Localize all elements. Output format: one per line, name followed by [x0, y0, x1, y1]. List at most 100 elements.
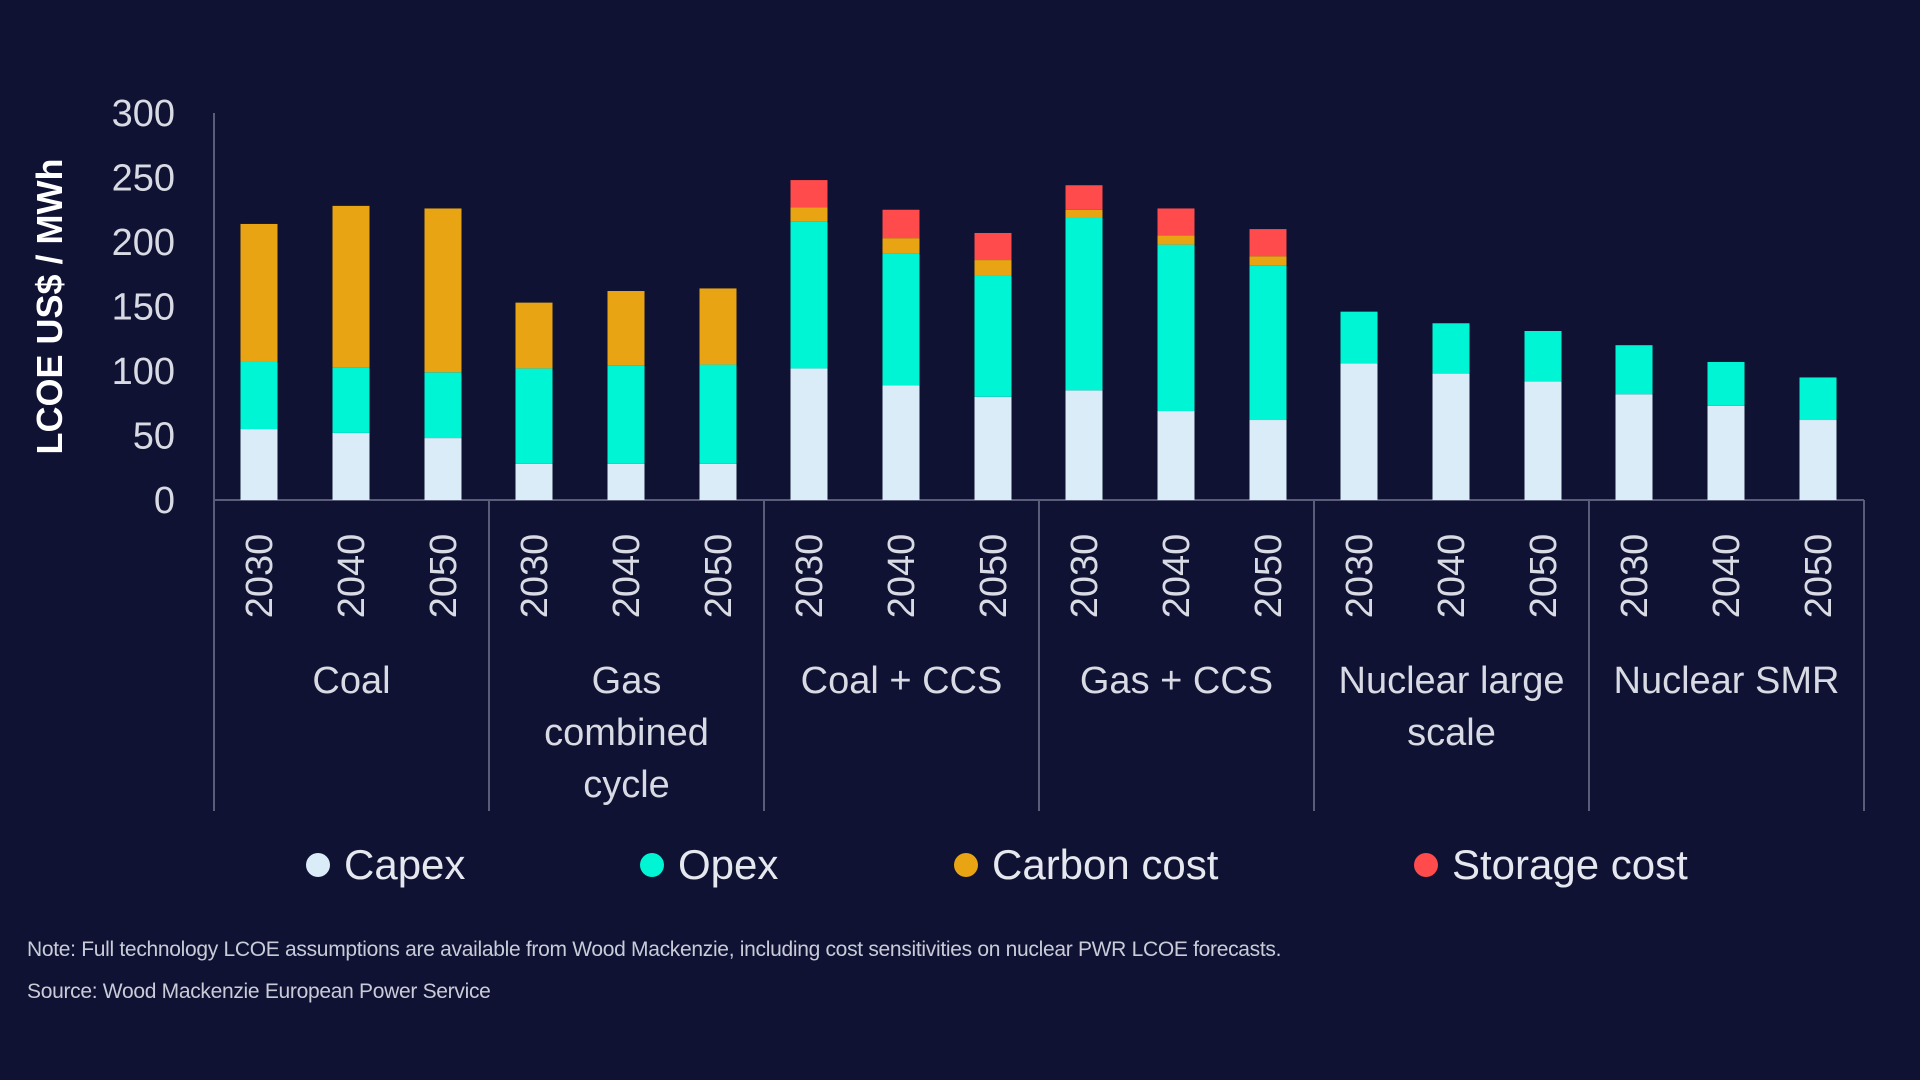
bar-segment-opex [332, 367, 370, 433]
bar-segment-storage-cost [974, 232, 1012, 261]
y-tick-label: 150 [112, 287, 175, 329]
x-group-label: Coal [312, 660, 390, 702]
bar-segment-carbon-cost [1249, 256, 1287, 266]
x-tick-label-year: 2050 [1523, 534, 1565, 619]
x-tick-label-year: 2030 [514, 534, 556, 619]
bar-segment-carbon-cost [607, 291, 645, 366]
bar-segment-storage-cost [882, 209, 920, 239]
bar-segment-capex [607, 463, 645, 500]
bar-segment-capex [332, 432, 370, 500]
bar-segment-carbon-cost [790, 207, 828, 222]
y-tick-label: 50 [133, 416, 175, 458]
legend-marker-storage-cost [1414, 853, 1438, 877]
x-group-label: cycle [583, 764, 670, 806]
bar-segment-opex [699, 364, 737, 464]
x-tick-label-year: 2030 [789, 534, 831, 619]
bar-segment-opex [607, 365, 645, 464]
bar-segment-capex [882, 385, 920, 500]
bar-segment-storage-cost [790, 180, 828, 208]
x-tick-label-year: 2050 [423, 534, 465, 619]
x-tick-label-year: 2050 [973, 534, 1015, 619]
bar-segment-capex [1615, 394, 1653, 500]
bar-segment-opex [882, 253, 920, 386]
bar-segment-capex [699, 463, 737, 500]
bar-segment-opex [1615, 345, 1653, 395]
x-tick-label-year: 2030 [1064, 534, 1106, 619]
x-group-label: Coal + CCS [801, 660, 1003, 702]
x-tick-label-year: 2030 [1614, 534, 1656, 619]
bar-segment-opex [1524, 331, 1562, 382]
x-group-label: combined [544, 712, 709, 754]
bar-segment-capex [1799, 420, 1837, 500]
x-tick-label-year: 2040 [881, 534, 923, 619]
bar-segment-storage-cost [1249, 229, 1287, 257]
legend-label: Storage cost [1452, 841, 1688, 888]
bar-segment-opex [1249, 265, 1287, 421]
legend-marker-capex [306, 853, 330, 877]
bar-segment-opex [1340, 311, 1378, 364]
x-group-label: Nuclear SMR [1614, 660, 1840, 702]
bar-segment-opex [790, 221, 828, 369]
bar-segment-capex [1707, 405, 1745, 500]
x-tick-label-year: 2050 [1248, 534, 1290, 619]
legend-label: Capex [344, 841, 465, 888]
bar-segment-capex [1432, 373, 1470, 500]
chart-note: Note: Full technology LCOE assumptions a… [27, 938, 1282, 961]
x-tick-label-year: 2030 [1339, 534, 1381, 619]
bar-segment-capex [240, 429, 278, 500]
y-tick-label: 0 [154, 480, 175, 522]
x-tick-label-year: 2040 [331, 534, 373, 619]
legend-marker-carbon-cost [954, 853, 978, 877]
bar-segment-opex [1707, 361, 1745, 406]
legend-label: Carbon cost [992, 841, 1219, 888]
bar-segment-capex [1524, 381, 1562, 500]
y-tick-label: 300 [112, 93, 175, 135]
bar-segment-carbon-cost [974, 260, 1012, 276]
x-group-label: Nuclear large [1339, 660, 1565, 702]
x-tick-label-year: 2040 [1156, 534, 1198, 619]
bar-segment-opex [974, 275, 1012, 397]
y-axis-title: LCOE US$ / MWh [29, 159, 70, 455]
bar-segment-capex [1340, 363, 1378, 500]
chart-source: Source: Wood Mackenzie European Power Se… [27, 980, 491, 1003]
bar-segment-capex [974, 396, 1012, 500]
bar-segment-capex [1249, 420, 1287, 500]
x-tick-label-year: 2050 [698, 534, 740, 619]
bar-segment-capex [1065, 390, 1103, 500]
x-tick-label-year: 2050 [1798, 534, 1840, 619]
y-tick-label: 250 [112, 158, 175, 200]
legend-marker-opex [640, 853, 664, 877]
bar-segment-capex [424, 438, 462, 500]
legend-label: Opex [678, 841, 778, 888]
bar-segment-carbon-cost [240, 223, 278, 362]
bar-segment-carbon-cost [1157, 235, 1195, 245]
bar-segment-capex [515, 463, 553, 500]
bar-segment-carbon-cost [424, 208, 462, 373]
x-tick-label-year: 2030 [239, 534, 281, 619]
x-tick-label-year: 2040 [1706, 534, 1748, 619]
bar-segment-opex [1432, 323, 1470, 374]
x-group-label: Gas [592, 660, 662, 702]
y-tick-label: 100 [112, 351, 175, 393]
bar-segment-storage-cost [1157, 208, 1195, 236]
bar-segment-carbon-cost [515, 302, 553, 369]
bar-segment-carbon-cost [699, 288, 737, 365]
bar-segment-capex [1157, 410, 1195, 500]
bar-segment-opex [240, 361, 278, 430]
x-group-label: scale [1407, 712, 1496, 754]
x-tick-label-year: 2040 [1431, 534, 1473, 619]
x-group-label: Gas + CCS [1080, 660, 1273, 702]
y-tick-label: 200 [112, 222, 175, 264]
bar-segment-capex [790, 368, 828, 500]
bar-segment-carbon-cost [882, 238, 920, 254]
bar-segment-opex [1065, 217, 1103, 391]
bar-segment-storage-cost [1065, 185, 1103, 210]
bar-segment-carbon-cost [1065, 209, 1103, 218]
x-tick-label-year: 2040 [606, 534, 648, 619]
bar-segment-opex [515, 368, 553, 464]
bar-segment-carbon-cost [332, 205, 370, 368]
bar-segment-opex [424, 372, 462, 439]
bar-segment-opex [1157, 244, 1195, 411]
bar-segment-opex [1799, 377, 1837, 421]
